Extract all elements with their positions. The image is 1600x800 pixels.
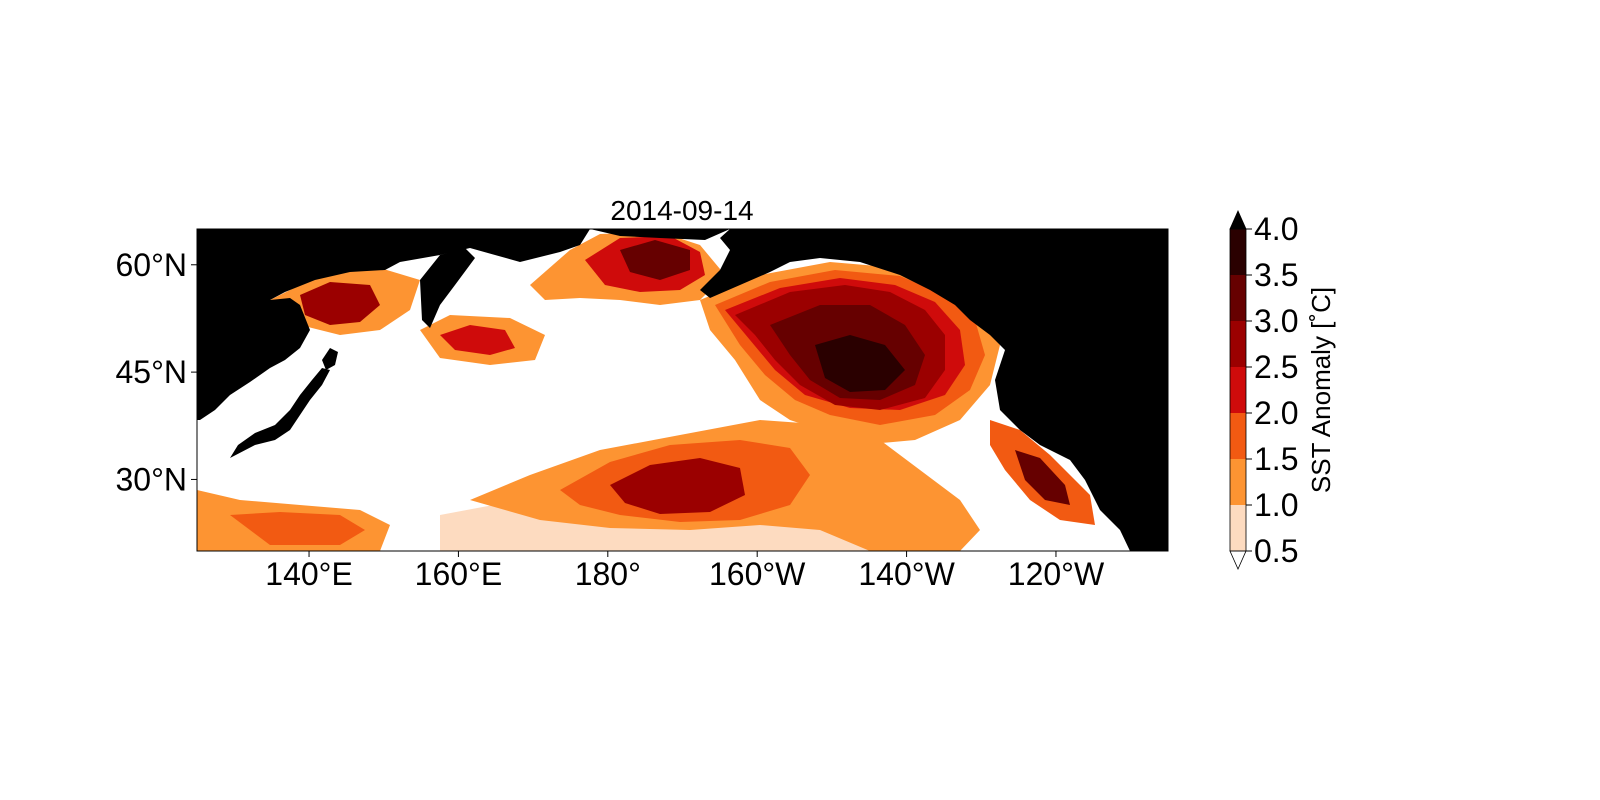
colorbar-segment-5	[1230, 275, 1246, 321]
colorbar-segment-0	[1230, 505, 1246, 551]
colorbar-tick-label-0: 0.5	[1254, 533, 1298, 569]
y-tick-label-0: 60°N	[116, 247, 188, 283]
x-tick-label-1: 160°E	[415, 556, 503, 592]
colorbar-tick-label-2: 1.5	[1254, 441, 1298, 477]
anomaly-bering-3p0	[620, 240, 690, 280]
colorbar-tick-label-6: 3.5	[1254, 257, 1298, 293]
anomaly-baja-3p0	[1015, 450, 1070, 505]
x-tick-label-2: 180°	[575, 556, 641, 592]
anomaly-kuroshio-2p0	[440, 325, 515, 355]
land-asia	[197, 229, 590, 420]
colorbar-tick-label-4: 2.5	[1254, 349, 1298, 385]
colorbar-extend-max	[1229, 210, 1247, 230]
land-japan	[230, 368, 330, 458]
land-hokkaido	[322, 348, 338, 370]
colorbar-tick-label-5: 3.0	[1254, 303, 1298, 339]
land	[197, 229, 1168, 551]
colorbar-label: SST Anomaly [˚C]	[1306, 287, 1336, 493]
colorbar-segment-4	[1230, 321, 1246, 367]
land-north-america	[700, 229, 1168, 551]
anomaly-subtropical-2p5	[610, 458, 745, 514]
colorbar-segment-6	[1230, 229, 1246, 275]
colorbar-tick-label-1: 1.0	[1254, 487, 1298, 523]
map-frame	[196, 228, 1169, 552]
colorbar-segment-3	[1230, 367, 1246, 413]
colorbar-frame	[1229, 228, 1247, 552]
land-kamchatka	[420, 248, 475, 328]
map-panel	[197, 229, 1168, 551]
x-tick-label-4: 140°W	[858, 556, 955, 592]
x-axis: 140°E 160°E 180° 160°W 140°W 120°W	[265, 551, 1105, 592]
anomaly-west-subtropical-2p0	[230, 512, 365, 545]
x-tick-label-0: 140°E	[265, 556, 353, 592]
colorbar-extend-min	[1229, 550, 1247, 570]
colorbar-tick-label-3: 2.0	[1254, 395, 1298, 431]
x-tick-label-3: 160°W	[709, 556, 806, 592]
anomaly-okhotsk-2p5	[300, 282, 380, 325]
x-tick-label-5: 120°W	[1008, 556, 1105, 592]
colorbar-segment-2	[1230, 413, 1246, 459]
land-chukotka	[590, 229, 730, 240]
map-title: 2014-09-14	[610, 195, 753, 226]
anomaly-contours	[197, 232, 1095, 551]
anomaly-blob-northeast-3p5	[815, 335, 905, 392]
y-tick-label-1: 45°N	[116, 354, 188, 390]
y-axis: 60°N 45°N 30°N	[116, 247, 197, 497]
colorbar: 0.5 1.0 1.5 2.0 2.5 3.0 3.5 4.0	[1229, 210, 1298, 570]
colorbar-tick-label-7: 4.0	[1254, 211, 1298, 247]
y-tick-label-2: 30°N	[116, 461, 188, 497]
colorbar-segment-1	[1230, 459, 1246, 505]
